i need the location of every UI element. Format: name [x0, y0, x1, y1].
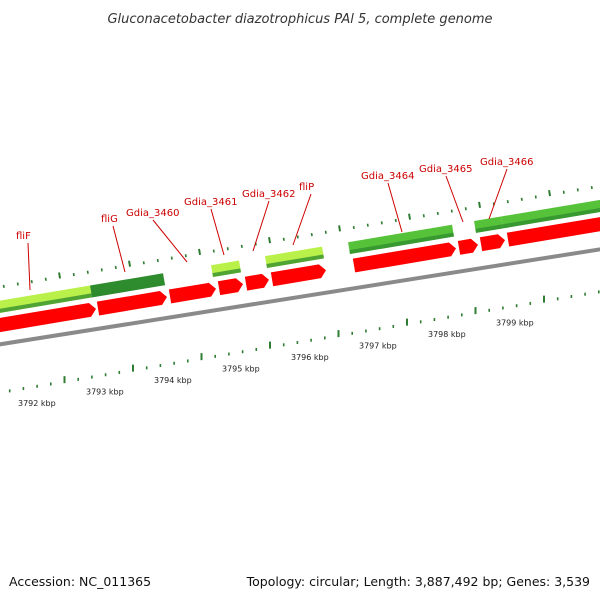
kbp-label: 3799 kbp: [496, 319, 534, 328]
reverse-strand-arrow: [352, 242, 456, 273]
label-leader-line: [152, 219, 188, 263]
forward-feature-shadow: [91, 281, 166, 298]
label-leader-line: [27, 242, 31, 291]
reverse-strand-arrow: [270, 264, 326, 287]
reverse-strand-arrow: [479, 234, 505, 252]
gene-tick: [198, 248, 202, 256]
forward-feature-shadow: [0, 293, 93, 313]
gene-label: Gdia_3460: [126, 208, 179, 219]
forward-feature-shadow: [502, 207, 600, 229]
reverse-strand-arrow: [506, 217, 600, 247]
gene-ticks: [2, 185, 593, 288]
genome-backbone-arc: [0, 247, 600, 347]
forward-feature-shadow: [475, 224, 504, 233]
gene-label: Gdia_3464: [361, 171, 414, 182]
reverse-strand-arrow: [217, 278, 243, 296]
kbp-label: 3793 kbp: [86, 388, 124, 397]
gene-label: fliP: [299, 182, 314, 193]
gene-tick: [268, 237, 272, 244]
reverse-strand-layer: [0, 217, 600, 333]
label-leader-line: [488, 168, 508, 220]
gene-tick: [548, 190, 552, 197]
kbp-label: 3797 kbp: [359, 342, 397, 351]
map-title: Gluconacetobacter diazotrophicus PAl 5, …: [107, 12, 492, 27]
accession-text: Accession: NC_011365: [9, 574, 151, 589]
backbone-layer: [0, 247, 600, 347]
reverse-strand-arrow: [457, 238, 478, 255]
reverse-strand-arrow: [168, 282, 216, 304]
gene-label: Gdia_3466: [480, 157, 533, 168]
label-leaders: [27, 168, 508, 291]
reverse-strand-arrow: [244, 273, 269, 291]
gene-tick: [478, 201, 482, 209]
forward-feature-shadow: [349, 232, 455, 255]
kbp-label: 3795 kbp: [222, 365, 260, 374]
label-leader-line: [112, 225, 126, 273]
gene-tick: [128, 260, 132, 267]
genome-summary-text: Topology: circular; Length: 3,887,492 bp…: [246, 574, 590, 589]
gene-label: fliF: [16, 231, 31, 242]
kbp-label: 3794 kbp: [154, 376, 192, 385]
gene-tick: [58, 272, 62, 279]
scale-ticks: [8, 290, 600, 393]
label-leader-line: [445, 175, 464, 223]
label-leader-line: [292, 193, 312, 246]
gene-labels: fliF fliG Gdia_3460 Gdia_3461 Gdia_3462 fliP G…: [16, 157, 533, 242]
forward-feature-shadow: [212, 268, 242, 278]
gene-tick: [408, 213, 412, 220]
gene-label: Gdia_3465: [419, 164, 472, 175]
gene-label: Gdia_3461: [184, 197, 237, 208]
label-leader-line: [387, 182, 403, 233]
kbp-label: 3796 kbp: [291, 353, 329, 362]
gene-label: Gdia_3462: [242, 189, 295, 200]
scale-labels: 3792 kbp 3793 kbp 3794 kbp 3795 kbp 3796 kbp…: [18, 319, 534, 408]
gene-label: fliG: [101, 214, 118, 225]
forward-feature-shadow: [266, 254, 325, 268]
kbp-label: 3798 kbp: [428, 330, 466, 339]
forward-strand-layer: [0, 199, 600, 313]
reverse-strand-arrow: [96, 291, 167, 316]
label-leader-line: [252, 200, 270, 252]
kbp-label: 3792 kbp: [18, 399, 56, 408]
label-leader-line: [210, 208, 225, 256]
gene-tick: [338, 225, 342, 232]
reverse-strand-arrow: [0, 302, 96, 333]
